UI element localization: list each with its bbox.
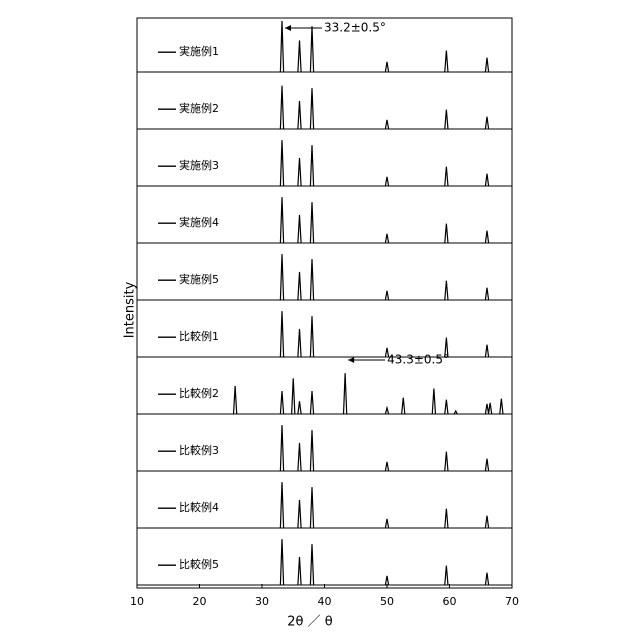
- peak: [292, 378, 295, 414]
- peak: [280, 391, 283, 414]
- peak: [280, 254, 283, 300]
- x-tick-label: 40: [318, 595, 332, 608]
- peak: [432, 389, 435, 415]
- peak: [298, 158, 301, 186]
- peak: [500, 399, 503, 414]
- peak: [280, 197, 283, 243]
- peak: [445, 51, 448, 72]
- peak: [298, 401, 301, 414]
- peak: [445, 281, 448, 300]
- peak: [402, 398, 405, 414]
- peak: [310, 26, 313, 72]
- peak: [280, 86, 283, 129]
- peak: [485, 516, 488, 528]
- series-label: 実施例4: [179, 215, 219, 229]
- x-tick-label: 10: [130, 595, 144, 608]
- x-tick-label: 50: [380, 595, 394, 608]
- peak: [385, 234, 388, 243]
- peak: [385, 177, 388, 186]
- peak: [298, 500, 301, 528]
- peak: [445, 110, 448, 129]
- peak: [385, 576, 388, 585]
- series-label: 実施例1: [179, 44, 219, 58]
- peak: [310, 88, 313, 129]
- peak: [485, 231, 488, 243]
- peak: [310, 430, 313, 471]
- peak: [310, 202, 313, 243]
- peak: [310, 391, 313, 414]
- peak: [310, 487, 313, 528]
- x-axis-label: 2θ ／ θ: [287, 615, 332, 630]
- chart: 2θ ／ θ Intensity 10 20 30 40 50 60 70 実施例1 実施例2 実…: [0, 0, 640, 640]
- peak: [485, 573, 488, 585]
- peak: [445, 400, 448, 414]
- peak: [485, 117, 488, 129]
- series-label: 比較例4: [179, 500, 219, 514]
- peak: [298, 40, 301, 72]
- peak: [445, 509, 448, 528]
- peak: [280, 482, 283, 528]
- series-label: 比較例1: [179, 329, 219, 343]
- peak: [485, 288, 488, 300]
- peak: [385, 62, 388, 72]
- peak: [485, 58, 488, 72]
- peak: [310, 145, 313, 186]
- peak: [385, 120, 388, 129]
- peak: [280, 21, 283, 72]
- peak: [344, 373, 347, 414]
- peak: [298, 101, 301, 129]
- x-tick-label: 20: [193, 595, 207, 608]
- peak: [485, 404, 488, 414]
- peak: [385, 291, 388, 300]
- peak: [445, 566, 448, 585]
- peak: [485, 459, 488, 471]
- peak: [280, 311, 283, 357]
- peak: [280, 140, 283, 186]
- annotation-arrowhead: [285, 25, 291, 31]
- annotation: 43.3±0.5°: [387, 353, 449, 367]
- x-tick-label: 70: [505, 595, 519, 608]
- peak: [298, 215, 301, 243]
- peak: [445, 452, 448, 471]
- peak: [385, 519, 388, 528]
- series-label: 比較例3: [179, 443, 219, 457]
- y-axis-label: Intensity: [123, 281, 138, 338]
- x-tick-label: 60: [443, 595, 457, 608]
- peak: [445, 167, 448, 186]
- peak: [234, 386, 237, 414]
- annotation-arrowhead: [348, 357, 354, 363]
- peak: [445, 224, 448, 243]
- series-label: 実施例5: [179, 272, 219, 286]
- peak: [298, 329, 301, 357]
- peak: [298, 443, 301, 471]
- peak: [310, 259, 313, 300]
- peak: [485, 345, 488, 357]
- x-tick-label: 30: [255, 595, 269, 608]
- peak: [385, 408, 388, 414]
- peak: [280, 539, 283, 585]
- series-label: 実施例3: [179, 158, 219, 172]
- series-label: 比較例2: [179, 386, 219, 400]
- annotation: 33.2±0.5°: [324, 21, 386, 35]
- series-label: 実施例2: [179, 101, 219, 115]
- peak: [489, 403, 492, 414]
- peak: [298, 272, 301, 300]
- peak: [310, 544, 313, 585]
- peak: [385, 462, 388, 471]
- peak: [280, 425, 283, 471]
- peak: [310, 316, 313, 357]
- series-label: 比較例5: [179, 557, 219, 571]
- peak: [485, 174, 488, 186]
- peak: [298, 557, 301, 585]
